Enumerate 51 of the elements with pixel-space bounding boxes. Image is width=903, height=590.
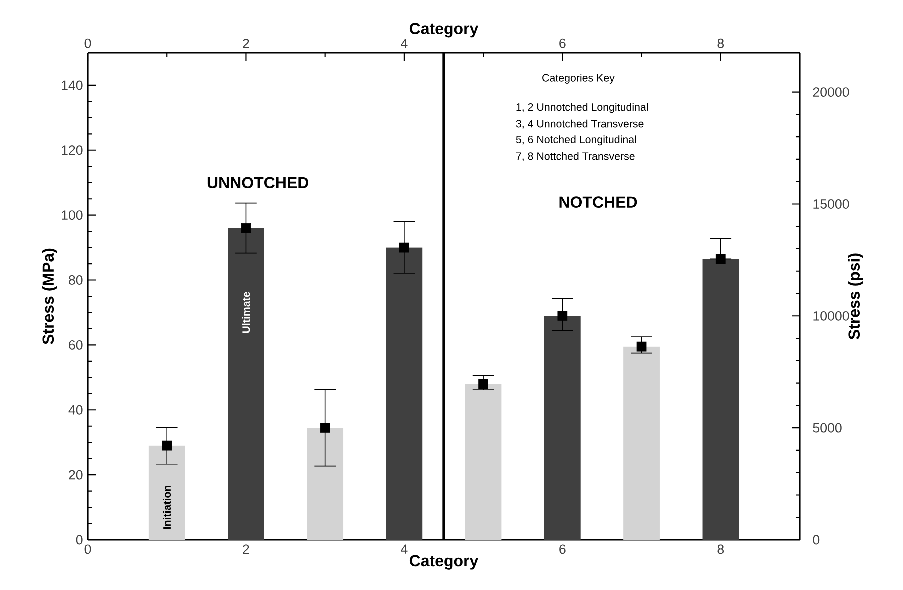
x-tick-label: 2: [243, 544, 250, 554]
annotation: Initiation: [163, 486, 172, 530]
y2-tick-label: 5000: [813, 423, 842, 433]
y-tick-label: 40: [68, 405, 83, 415]
x2-tick-label: 0: [84, 38, 92, 48]
annotation: UNNOTCHED: [208, 177, 309, 189]
bar: [228, 228, 264, 540]
y-tick-label: 140: [62, 80, 83, 90]
annotation: NOTCHED: [560, 196, 638, 208]
point: [400, 242, 410, 253]
x2-tick-label: 8: [718, 38, 724, 48]
annotation: Ultimate: [242, 292, 250, 334]
x-tick-label: 8: [718, 544, 724, 554]
point: [478, 379, 488, 390]
y-tick-label: 120: [62, 146, 83, 156]
annotation: 1, 2 Unnotched Longitudinal: [516, 103, 648, 114]
annotation: 5, 6 Notched Longitudinal: [516, 136, 636, 146]
y2-tick-label: 20000: [813, 88, 850, 98]
annotation: 3, 4 Unnotched Transverse: [516, 120, 644, 129]
x2-tick-label: 6: [560, 38, 566, 48]
point: [162, 440, 172, 451]
annotation: Categories Key: [542, 74, 615, 84]
bar: [702, 259, 740, 540]
x-tick-label: 0: [84, 544, 92, 554]
y2-tick-label: 15000: [814, 200, 850, 209]
x-axis-title: Category: [410, 555, 479, 570]
bar: [386, 248, 423, 540]
bar: [624, 346, 660, 540]
y-axis-title: Stress (MPa): [42, 248, 58, 344]
bar: [465, 384, 502, 540]
y-tick-label: 20: [69, 470, 83, 480]
y-tick-label: 80: [69, 276, 83, 285]
x2-tick-label: 4: [401, 39, 408, 48]
bar: [148, 446, 186, 540]
y2-tick-label: 0: [813, 535, 820, 545]
annotation: 7, 8 Nottched Transverse: [516, 152, 635, 162]
bar: [307, 428, 344, 540]
y-tick-label: 60: [69, 340, 83, 350]
x2-tick-label: 2: [243, 38, 250, 48]
point: [716, 254, 726, 264]
point: [320, 423, 330, 433]
y2-tick-label: 10000: [814, 311, 850, 321]
y2-axis-title: Stress (psi): [848, 254, 864, 340]
y-tick-label: 100: [62, 210, 83, 220]
point: [241, 223, 252, 234]
point: [558, 311, 568, 321]
x-tick-label: 6: [560, 544, 566, 554]
bar: [544, 316, 581, 540]
x-tick-label: 4: [401, 544, 408, 554]
y-tick-label: 0: [76, 535, 83, 545]
x2-axis-title: Category: [410, 23, 479, 38]
